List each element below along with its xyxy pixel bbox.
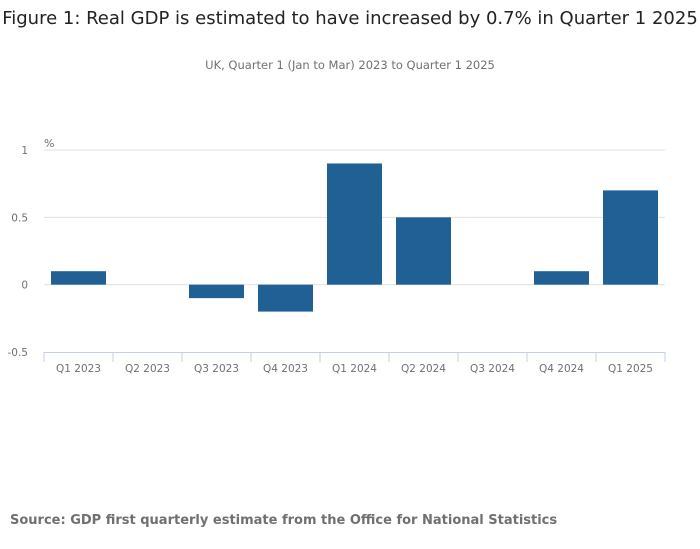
y-tick-label: -0.5 — [8, 347, 29, 359]
y-tick-label: 1 — [21, 145, 28, 157]
x-tick-label: Q4 2024 — [539, 363, 584, 375]
x-tick-label: Q1 2024 — [332, 363, 377, 375]
x-tick-label: Q2 2024 — [401, 363, 446, 375]
y-tick-label: 0 — [21, 280, 28, 292]
y-axis-label: % — [44, 137, 54, 150]
x-tick-label: Q3 2024 — [470, 363, 515, 375]
x-tick-label: Q2 2023 — [125, 363, 170, 375]
y-tick-label: 0.5 — [11, 212, 28, 224]
chart-title: Figure 1: Real GDP is estimated to have … — [2, 8, 698, 29]
bar — [189, 284, 244, 299]
x-tick-label: Q1 2025 — [608, 363, 653, 375]
x-tick-label: Q4 2023 — [263, 363, 308, 375]
bar — [51, 271, 106, 285]
bar — [396, 217, 451, 285]
x-tick-label: Q3 2023 — [194, 363, 239, 375]
bar — [534, 271, 589, 285]
chart-subtitle: UK, Quarter 1 (Jan to Mar) 2023 to Quart… — [205, 58, 495, 72]
x-tick-label: Q1 2023 — [56, 363, 101, 375]
bar — [603, 190, 658, 285]
bar — [327, 163, 382, 285]
bar — [258, 284, 313, 312]
source-note: Source: GDP first quarterly estimate fro… — [10, 513, 558, 528]
